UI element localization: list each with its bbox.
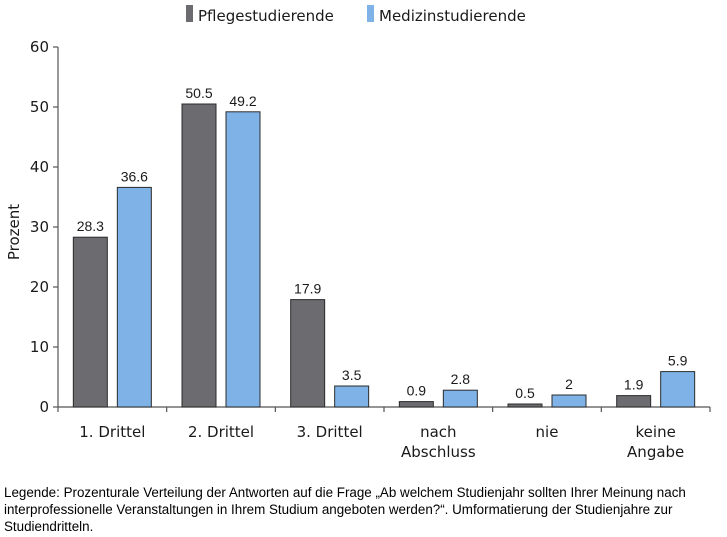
legend-swatch xyxy=(186,5,193,22)
y-tick-label: 60 xyxy=(30,38,49,56)
data-label: 28.3 xyxy=(77,218,104,234)
bar-pflegestudierende xyxy=(181,103,217,408)
bar-pflegestudierende xyxy=(72,236,108,408)
y-tick-label: 30 xyxy=(30,218,49,236)
y-tick-label: 40 xyxy=(30,158,49,176)
y-tick-label: 10 xyxy=(30,338,49,356)
legend-swatch xyxy=(367,5,374,22)
data-label: 3.5 xyxy=(342,367,362,383)
x-axis: 1. Drittel 2. Drittel 3. Drittel nach Abschl… xyxy=(57,406,711,461)
bar-pflegestudierende xyxy=(616,395,652,408)
x-category-label: 1. Drittel xyxy=(79,423,145,441)
y-axis-label: Prozent xyxy=(5,204,23,260)
bar-medizinstudierende xyxy=(442,389,478,408)
data-label: 2.8 xyxy=(451,371,471,387)
data-label: 49.2 xyxy=(229,93,256,109)
data-label: 50.5 xyxy=(185,85,212,101)
bars: 28.3 36.6 50.5 49.2 17.9 3.5 0.9 2.8 0.5 2 1.9 5.9 xyxy=(72,85,696,408)
data-label: 0.5 xyxy=(515,385,535,401)
y-tick-label: 50 xyxy=(30,98,49,116)
y-axis: 0 10 20 30 40 50 60 xyxy=(30,38,59,416)
bar-chart: Pflegestudierende Medizinstudierende 0 10 2… xyxy=(5,5,711,461)
x-category-label: nie xyxy=(536,423,559,441)
bar-pflegestudierende xyxy=(290,299,326,408)
bar-medizinstudierende xyxy=(551,394,587,408)
bar-medizinstudierende xyxy=(660,371,696,408)
bar-medizinstudierende xyxy=(334,385,370,408)
data-label: 17.9 xyxy=(294,281,321,297)
x-category-label: Abschluss xyxy=(401,443,476,461)
bar-pflegestudierende xyxy=(507,403,543,408)
legend-label: Medizinstudierende xyxy=(379,7,526,25)
data-label: 1.9 xyxy=(624,377,644,393)
data-label: 0.9 xyxy=(407,383,427,399)
data-label: 5.9 xyxy=(668,353,688,369)
x-category-label: keine xyxy=(636,423,676,441)
figure-caption: Legende: Prozenturale Verteilung der Ant… xyxy=(4,485,686,534)
x-category-label: 2. Drittel xyxy=(188,423,254,441)
y-tick-label: 0 xyxy=(39,398,49,416)
data-label: 2 xyxy=(565,376,573,392)
legend: Pflegestudierende Medizinstudierende xyxy=(186,5,526,25)
x-category-label: 3. Drittel xyxy=(297,423,363,441)
x-category-label: Angabe xyxy=(627,443,684,461)
data-label: 36.6 xyxy=(121,168,148,184)
bar-medizinstudierende xyxy=(116,186,152,408)
bar-pflegestudierende xyxy=(398,401,434,408)
legend-label: Pflegestudierende xyxy=(198,7,334,25)
y-tick-label: 20 xyxy=(30,278,49,296)
bar-medizinstudierende xyxy=(225,111,261,408)
x-category-label: nach xyxy=(420,423,456,441)
